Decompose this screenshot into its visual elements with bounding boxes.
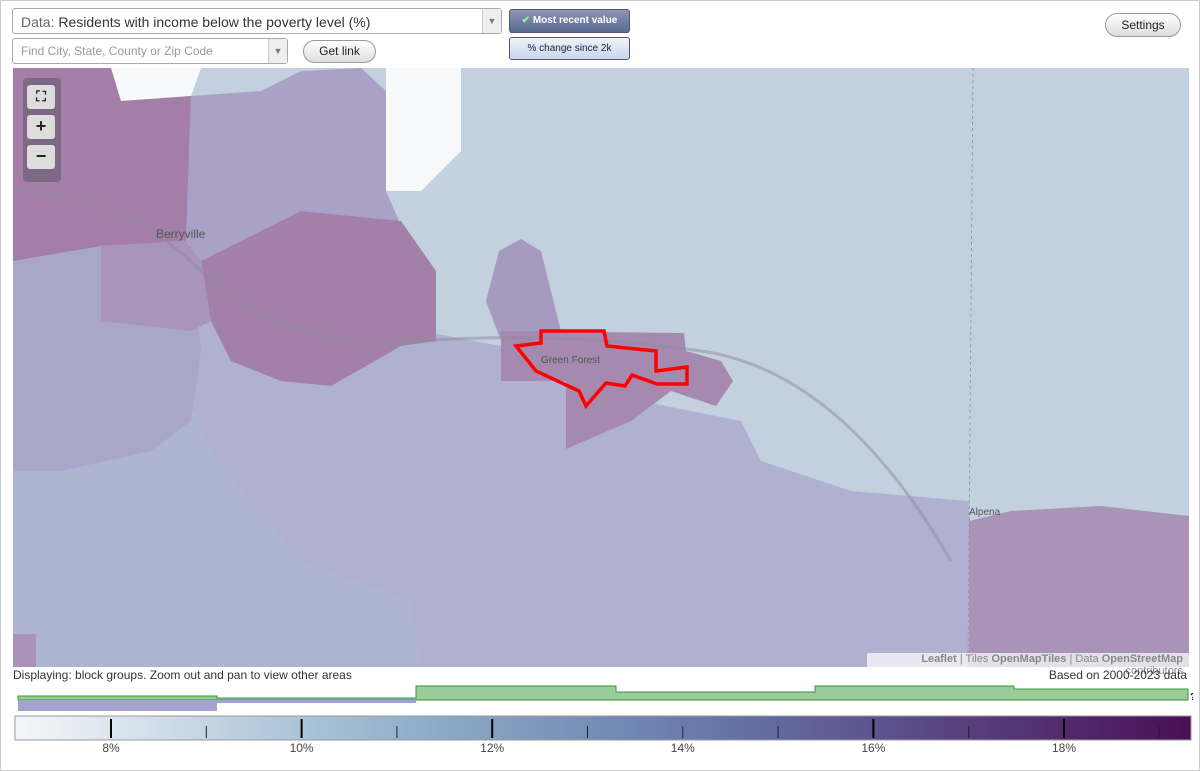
- legend-label: 14%: [670, 741, 695, 755]
- region: [191, 301, 969, 667]
- attr-link[interactable]: Leaflet: [921, 653, 957, 665]
- legend: [14, 715, 1192, 741]
- time-strip: ?: [17, 685, 1193, 711]
- region: [101, 241, 211, 331]
- displaying-note: Displaying: block groups. Zoom out and p…: [13, 668, 352, 682]
- legend-label: 18%: [1051, 741, 1077, 755]
- place-label: Green Forest: [541, 355, 600, 366]
- help-icon[interactable]: ?: [1190, 692, 1193, 703]
- data-select[interactable]: Data: Residents with income below the po…: [12, 8, 502, 34]
- search-input[interactable]: Find City, State, County or Zip Code ▼: [12, 38, 288, 64]
- search-placeholder: Find City, State, County or Zip Code: [21, 44, 213, 58]
- region: [501, 331, 733, 449]
- based-on-note: Based on 2000-2023 data: [1048, 668, 1187, 682]
- attr-link[interactable]: OpenStreetMap: [1101, 653, 1183, 665]
- road: [13, 189, 953, 562]
- region: [969, 506, 1189, 667]
- attr-text: contributors: [1125, 665, 1183, 677]
- caret: ▼: [482, 9, 501, 33]
- map[interactable]: Berryville Green Forest Alpena: [13, 68, 1189, 667]
- zoom-in-button[interactable]: +: [27, 115, 55, 139]
- attr-text: | Tiles: [959, 653, 989, 665]
- legend-label: 16%: [861, 741, 886, 755]
- region: [13, 634, 36, 667]
- settings-button[interactable]: Settings: [1105, 13, 1181, 37]
- attr-link[interactable]: OpenMapTiles: [991, 653, 1067, 665]
- time-bar: [18, 700, 217, 711]
- region: [486, 239, 561, 341]
- legend-label: 10%: [289, 741, 314, 755]
- legend-label: 8%: [102, 741, 120, 755]
- caret: ▼: [268, 39, 287, 63]
- region: [101, 68, 461, 191]
- data-value: Residents with income below the poverty …: [58, 14, 371, 30]
- check-icon: ✔: [521, 15, 531, 26]
- legend-label: 12%: [480, 741, 505, 755]
- data-prefix: Data:: [21, 14, 55, 30]
- most-recent-label: Most recent value: [532, 15, 618, 26]
- region: [186, 68, 399, 261]
- most-recent-toggle[interactable]: ✔ Most recent value: [509, 9, 630, 33]
- attribution: Leaflet | Tiles OpenMapTiles | Data Open…: [867, 653, 1189, 677]
- fullscreen-button[interactable]: ⛶: [27, 85, 55, 109]
- time-steps: [17, 685, 1189, 701]
- selected-area[interactable]: [512, 329, 689, 410]
- zoom-out-button[interactable]: −: [27, 145, 55, 169]
- attr-text: | Data: [1069, 653, 1099, 665]
- get-link-button[interactable]: Get link: [303, 40, 376, 63]
- time-bar: [217, 700, 416, 703]
- boundary: [967, 68, 974, 667]
- place-label: Berryville: [156, 227, 206, 241]
- change-toggle[interactable]: % change since 2k: [509, 37, 630, 60]
- legend-bar: [14, 715, 1192, 741]
- place-label: Alpena: [969, 507, 1001, 518]
- legend-ticks: [110, 719, 1160, 738]
